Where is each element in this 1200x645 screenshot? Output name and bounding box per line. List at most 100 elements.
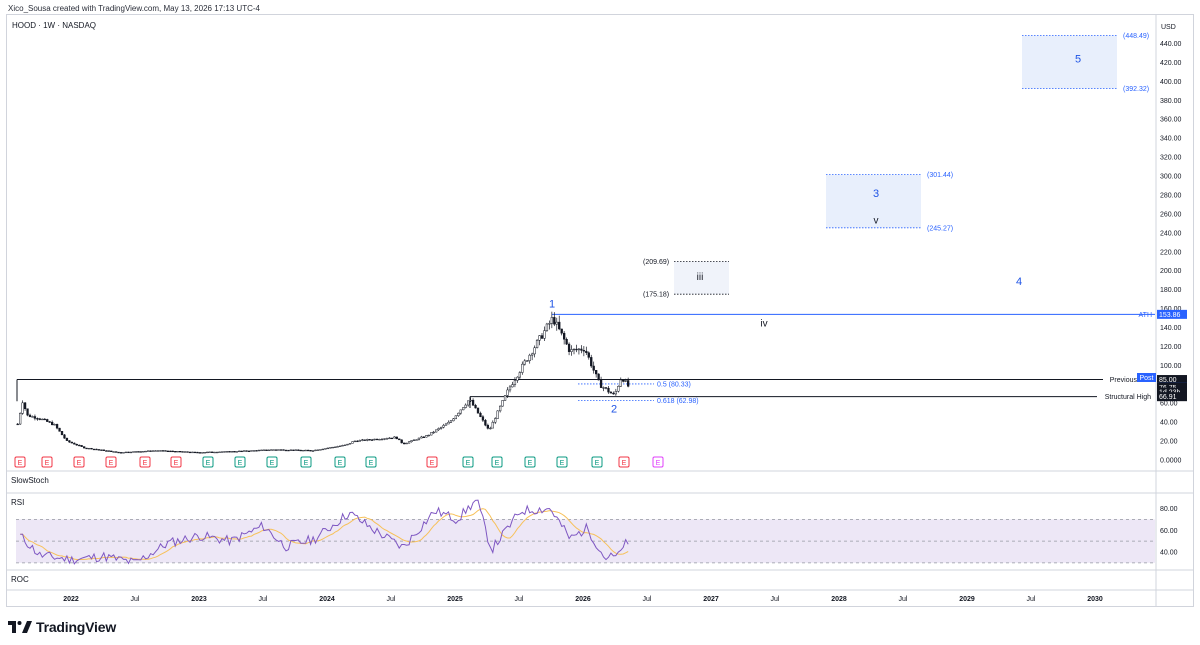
price-tick-label[interactable]: 320.00	[1160, 155, 1182, 162]
time-axis[interactable]: 2022 Jul 2023 Jul 2024 Jul 2025 Jul 2026 Jul 2027 J…	[63, 596, 1103, 603]
price-tick-label[interactable]: 400.00	[1160, 79, 1182, 86]
candle-body[interactable]	[356, 440, 359, 443]
time-axis-label[interactable]: 2022	[63, 596, 79, 603]
candle-body[interactable]	[624, 380, 627, 382]
candle-body[interactable]	[31, 416, 34, 418]
candle-body[interactable]	[321, 448, 325, 451]
rsi-tick-label[interactable]: 40.00	[1160, 550, 1178, 557]
candle-body[interactable]	[346, 443, 349, 446]
candle-body[interactable]	[617, 386, 620, 392]
candle-body[interactable]	[454, 415, 457, 420]
candle-body[interactable]	[585, 350, 588, 353]
candle-body[interactable]	[412, 439, 416, 441]
candle-body[interactable]	[255, 450, 258, 452]
earnings-marker-negative[interactable]	[41, 456, 53, 468]
candle-body[interactable]	[289, 449, 293, 451]
ath-badge-text[interactable]: 153.86	[1159, 312, 1181, 319]
candle-body[interactable]	[609, 391, 613, 394]
candle-body[interactable]	[48, 421, 51, 423]
candle-body[interactable]	[341, 445, 344, 447]
candle-body[interactable]	[388, 437, 391, 440]
rsi-tick-label[interactable]: 80.00	[1160, 506, 1178, 513]
candle-body[interactable]	[334, 446, 337, 448]
candle-body[interactable]	[496, 410, 499, 419]
candle-body[interactable]	[193, 451, 197, 454]
candle-body[interactable]	[452, 418, 455, 422]
candle-body[interactable]	[287, 449, 290, 452]
candle-body[interactable]	[127, 451, 130, 454]
rsi-axis[interactable]: 80.00 60.00 40.00	[1160, 506, 1178, 557]
candle-body[interactable]	[284, 449, 288, 452]
candle-body[interactable]	[294, 449, 297, 451]
earnings-marker-negative[interactable]	[139, 456, 151, 468]
post-tag-label[interactable]: Post	[1139, 375, 1153, 382]
candle-body[interactable]	[366, 439, 369, 441]
earnings-marker-label[interactable]: E	[656, 460, 661, 467]
candle-body[interactable]	[228, 451, 231, 453]
price-tick-label[interactable]: 60.00	[1160, 401, 1178, 408]
candle-body[interactable]	[314, 449, 317, 452]
candle-body[interactable]	[516, 376, 519, 381]
candle-body[interactable]	[506, 389, 509, 396]
candle-body[interactable]	[186, 451, 189, 453]
candle-body[interactable]	[592, 365, 595, 371]
candle-body[interactable]	[339, 445, 342, 447]
candle-body[interactable]	[351, 441, 354, 444]
candle-body[interactable]	[481, 416, 485, 421]
candle-body[interactable]	[257, 449, 261, 452]
wave-label-4[interactable]: 4	[1016, 276, 1022, 288]
candle-body[interactable]	[43, 418, 46, 421]
candle-body[interactable]	[521, 363, 524, 373]
target-zone-iii[interactable]	[674, 261, 729, 295]
candle-body[interactable]	[33, 416, 37, 419]
candle-body[interactable]	[208, 451, 211, 453]
price-tick-label[interactable]: 220.00	[1160, 249, 1182, 256]
earnings-marker-positive[interactable]	[334, 456, 346, 468]
rsi-line[interactable]	[20, 499, 629, 565]
price-tick-label[interactable]: 100.00	[1160, 363, 1182, 370]
time-axis-label[interactable]: Jul	[643, 596, 652, 603]
candlestick-series[interactable]	[16, 311, 630, 454]
candle-body[interactable]	[420, 436, 423, 439]
earnings-marker-label[interactable]: E	[143, 460, 148, 467]
candle-body[interactable]	[324, 448, 327, 450]
price-tick-label[interactable]: 440.00	[1160, 41, 1182, 48]
candle-body[interactable]	[41, 418, 44, 421]
candle-body[interactable]	[100, 449, 103, 451]
candle-body[interactable]	[553, 317, 556, 325]
candle-body[interactable]	[444, 423, 448, 426]
candle-body[interactable]	[555, 321, 558, 325]
wave-label-iv[interactable]: iv	[760, 319, 767, 330]
candle-body[interactable]	[582, 350, 585, 352]
earnings-marker-positive[interactable]	[556, 456, 568, 468]
candle-body[interactable]	[329, 447, 332, 449]
candle-body[interactable]	[486, 424, 489, 429]
candle-body[interactable]	[375, 438, 379, 441]
candle-body[interactable]	[267, 449, 270, 452]
candle-body[interactable]	[361, 439, 364, 441]
candle-body[interactable]	[403, 442, 406, 445]
candle-body[interactable]	[580, 348, 583, 351]
candle-body[interactable]	[575, 348, 578, 351]
fib-0.618-label[interactable]: 0.618 (62.98)	[657, 398, 699, 405]
candle-body[interactable]	[215, 451, 219, 454]
candle-body[interactable]	[439, 426, 443, 429]
candle-body[interactable]	[353, 440, 357, 443]
candle-body[interactable]	[102, 449, 105, 451]
wave-label-3[interactable]: 3	[873, 188, 879, 200]
price-tick-label[interactable]: 120.00	[1160, 344, 1182, 351]
earnings-marker-label[interactable]: E	[595, 460, 600, 467]
candle-body[interactable]	[619, 379, 622, 387]
structural-high-badge-text[interactable]: 66.91	[1159, 394, 1177, 401]
candle-body[interactable]	[469, 399, 472, 402]
candle-body[interactable]	[139, 451, 142, 453]
candle-body[interactable]	[119, 452, 123, 454]
time-axis-label[interactable]: 2024	[319, 596, 335, 603]
post-tag[interactable]	[1137, 373, 1156, 382]
candle-body[interactable]	[604, 387, 608, 389]
candle-body[interactable]	[476, 407, 480, 414]
countdown-badge[interactable]	[1157, 387, 1187, 397]
candle-body[interactable]	[311, 450, 315, 452]
rsi-tick-label[interactable]: 60.00	[1160, 528, 1178, 535]
candle-body[interactable]	[597, 373, 600, 381]
